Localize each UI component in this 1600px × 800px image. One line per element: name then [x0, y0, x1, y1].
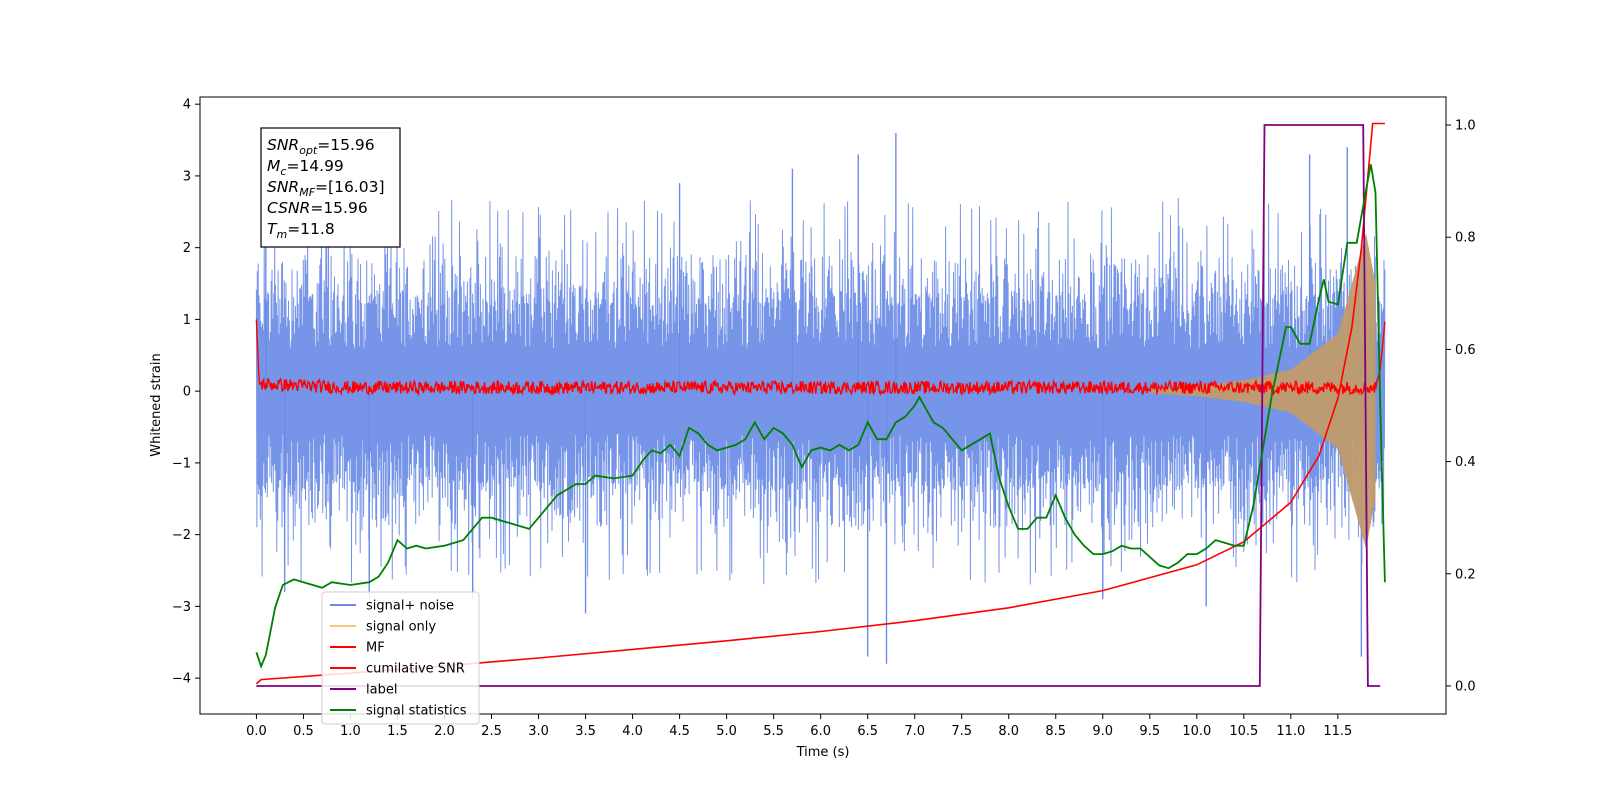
x-tick-label: 0.5	[293, 724, 314, 739]
x-tick-label: 11.5	[1323, 724, 1352, 739]
y-left-tick-label: −2	[172, 528, 191, 543]
series-label	[256, 124, 1381, 687]
axes-frame	[199, 96, 1447, 715]
x-tick-label: 5.0	[716, 724, 737, 739]
x-tick-label: 0.0	[246, 724, 267, 739]
x-tick-label: 11.0	[1276, 724, 1305, 739]
x-tick-label: 10.0	[1182, 724, 1211, 739]
y-left-tick-label: 2	[183, 241, 191, 256]
x-tick-label: 6.0	[810, 724, 831, 739]
y-right-tick-label: 0.4	[1455, 455, 1476, 470]
x-tick-label: 9.0	[1092, 724, 1113, 739]
y-left-tick-label: 0	[183, 385, 191, 400]
x-tick-label: 8.0	[998, 724, 1019, 739]
legend-entry-label: cumilative SNR	[366, 662, 465, 677]
y-left-tick-label: −4	[172, 672, 191, 687]
info-box: SNRopt=15.96Mc=14.99SNRMF=[16.03]CSNR=15…	[260, 127, 401, 248]
y-right-tick-label: 1.0	[1455, 119, 1476, 134]
y-axis-label: Whitened strain	[149, 353, 164, 456]
legend: signal+ noise signal only MF cumilative SNR…	[321, 591, 480, 725]
series-mf	[255, 319, 1386, 397]
y-left-tick-label: 3	[183, 169, 191, 184]
x-axis: 0.0 0.5 1.0 1.5 2.0 2.5 3.0 3.5 4.0 4.5 5.0 5.5 6.0 6…	[246, 714, 1352, 739]
x-tick-label: 4.0	[622, 724, 643, 739]
x-axis-label: Time (s)	[796, 745, 850, 760]
legend-frame	[321, 591, 480, 725]
info-box-frame	[260, 127, 401, 248]
x-tick-label: 2.0	[434, 724, 455, 739]
x-tick-label: 7.5	[951, 724, 972, 739]
info-line: CSNR=15.96	[267, 199, 368, 217]
legend-entry-label: signal statistics	[366, 704, 467, 719]
y-left-tick-label: −3	[172, 600, 191, 615]
legend-entry-label: signal+ noise	[366, 599, 454, 614]
y-right-tick-label: 0.8	[1455, 231, 1476, 246]
legend-entry-label: MF	[366, 641, 385, 656]
x-tick-label: 1.0	[340, 724, 361, 739]
info-line: Mc=14.99	[267, 157, 344, 178]
x-tick-label: 8.5	[1045, 724, 1066, 739]
x-tick-label: 1.5	[387, 724, 408, 739]
x-tick-label: 2.5	[481, 724, 502, 739]
y-right-tick-label: 0.2	[1455, 567, 1476, 582]
y-left-tick-label: −1	[172, 456, 191, 471]
y-axis-right: 1.0 0.8 0.6 0.4 0.2 0.0	[1446, 119, 1476, 694]
y-right-tick-label: 0.6	[1455, 343, 1476, 358]
y-left-tick-label: 4	[183, 98, 191, 113]
x-tick-label: 4.5	[669, 724, 690, 739]
legend-entry-label: signal only	[366, 620, 436, 635]
info-line: Tm=11.8	[267, 220, 335, 241]
x-tick-label: 3.5	[575, 724, 596, 739]
y-right-tick-label: 0.0	[1455, 679, 1476, 694]
info-line: SNRopt=15.96	[267, 136, 375, 157]
x-tick-label: 7.0	[904, 724, 925, 739]
x-tick-label: 3.0	[528, 724, 549, 739]
legend-entry-label: label	[366, 683, 397, 698]
x-tick-label: 5.5	[763, 724, 784, 739]
x-tick-label: 10.5	[1229, 724, 1258, 739]
series-signal-statistics	[255, 164, 1386, 669]
series-signal-noise	[255, 198, 1386, 585]
x-tick-label: 6.5	[857, 724, 878, 739]
y-left-tick-label: 1	[183, 313, 191, 328]
plot-area	[255, 122, 1386, 687]
y-axis-left: 4 3 2 1 0 −1 −2 −3 −4	[172, 98, 200, 687]
x-tick-label: 9.5	[1139, 724, 1160, 739]
info-line: SNRMF=[16.03]	[267, 178, 385, 199]
